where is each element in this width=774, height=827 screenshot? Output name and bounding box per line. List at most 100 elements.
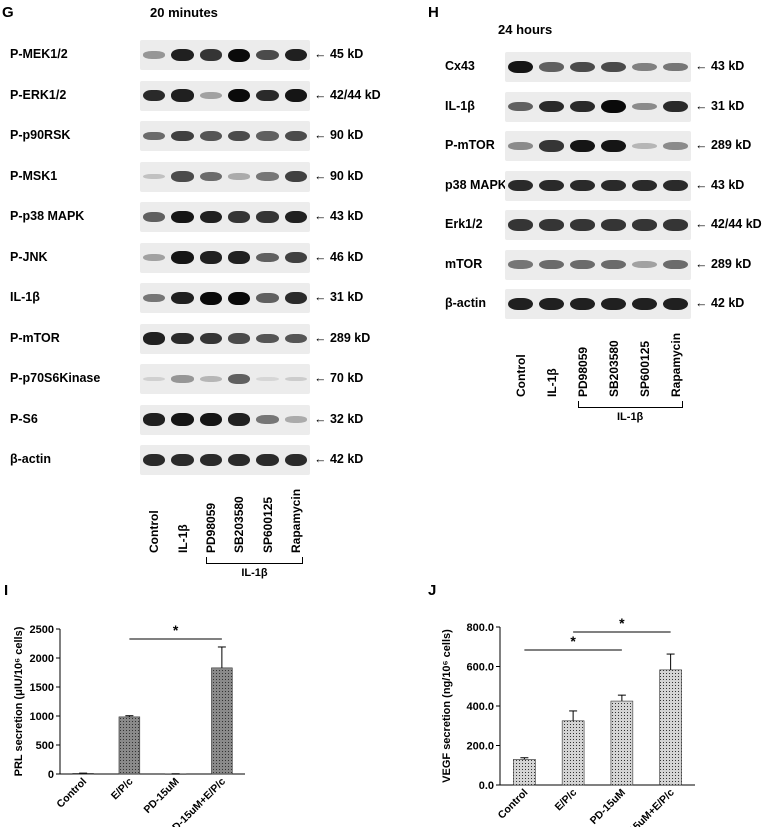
- y-tick-label: 2000: [30, 653, 54, 665]
- blot-band: [539, 297, 564, 311]
- blot-band: [171, 375, 194, 383]
- blot-band: [663, 100, 688, 113]
- lane-label: Rapamycin: [288, 488, 303, 553]
- blot-band: [143, 131, 166, 141]
- blot-band: [256, 293, 279, 303]
- blot-band: [601, 297, 626, 311]
- lane-label: SB203580: [232, 496, 247, 553]
- blot-band: [284, 210, 307, 224]
- blot-band: [256, 89, 279, 102]
- blot-band: [284, 292, 307, 304]
- blot-band: [601, 260, 626, 269]
- blot-band: [228, 413, 251, 426]
- blot-band: [539, 140, 564, 152]
- blot-band: [256, 211, 279, 223]
- blot-row-label: P-ERK1/2: [10, 87, 67, 102]
- blot-row-label: P-MEK1/2: [10, 47, 68, 61]
- blot-band: [228, 374, 251, 384]
- y-tick-label: 800.0: [466, 622, 494, 634]
- blot-band: [570, 260, 595, 269]
- lane-label: PD98059: [575, 346, 590, 397]
- blot-band: [228, 48, 251, 62]
- blot-band: [601, 179, 626, 192]
- blot-band: [508, 101, 533, 112]
- molecular-weight-marker: ← 289 kD: [695, 256, 752, 271]
- x-tick-label: PD-15uM: [588, 786, 628, 826]
- molecular-weight-marker: ← 289 kD: [695, 138, 752, 152]
- significance-asterisk: *: [619, 615, 625, 631]
- y-tick-label: 500: [36, 740, 54, 752]
- blot-strip: [140, 283, 310, 313]
- blot-band: [228, 211, 251, 223]
- blot-band: [284, 252, 307, 263]
- treatment-bracket: [205, 557, 303, 564]
- y-tick-label: 400.0: [466, 701, 494, 713]
- lane-label: PD98059: [203, 502, 218, 553]
- blot-band: [228, 89, 251, 102]
- blot-band: [256, 333, 279, 344]
- y-tick-label: 1000: [30, 711, 54, 723]
- blot-row-label: P-mTOR: [10, 330, 60, 345]
- blot-band: [601, 61, 626, 73]
- molecular-weight-marker: ← 42/44 kD: [695, 217, 762, 231]
- molecular-weight-marker: ← 32 kD: [314, 411, 364, 426]
- panel-g-western-blot: P-MEK1/2 ← 45 kD P-ERK1/2 ← 42/44 kD P-p90RS…: [0, 0, 400, 579]
- blot-band: [663, 142, 688, 150]
- blot-row-label: P-p90RSK: [10, 128, 71, 142]
- molecular-weight-marker: ← 90 kD: [314, 128, 364, 142]
- blot-row-label: P-MSK1: [10, 168, 58, 183]
- blot-band: [199, 172, 222, 181]
- bar: [211, 667, 233, 775]
- blot-band: [228, 251, 251, 264]
- blot-band: [143, 376, 166, 382]
- blot-band: [171, 454, 194, 466]
- lane-label: SB203580: [606, 340, 621, 397]
- blot-band: [539, 219, 564, 231]
- y-tick-label: 0.0: [479, 780, 494, 792]
- significance-asterisk: *: [570, 633, 576, 649]
- blot-band: [601, 219, 626, 231]
- blot-band: [632, 62, 657, 72]
- blot-strip: [140, 80, 310, 111]
- lane-label: IL-1β: [544, 368, 559, 397]
- blot-strip: [505, 52, 691, 82]
- blot-band: [570, 179, 595, 192]
- blot-strip: [140, 445, 310, 475]
- blot-band: [284, 416, 307, 423]
- molecular-weight-marker: ← 43 kD: [695, 177, 745, 192]
- blot-row-label: P-p70S6Kinase: [10, 371, 101, 385]
- blot-band: [570, 219, 595, 231]
- panel-h-western-blot: Cx43 ← 43 kD IL-1β ← 31 kD P-mTOR ← 289 kD p38…: [445, 52, 762, 423]
- molecular-weight-marker: ← 46 kD: [314, 249, 364, 264]
- blot-band: [199, 210, 222, 224]
- x-tick-label: PD-15uM: [141, 775, 181, 815]
- blot-band: [143, 89, 166, 102]
- blot-band: [199, 251, 222, 264]
- x-tick-label: E/P/c: [109, 776, 136, 803]
- blot-band: [570, 100, 595, 113]
- blot-row-label: β-actin: [10, 452, 51, 466]
- blot-band: [171, 171, 194, 182]
- blot-band: [632, 297, 657, 311]
- blot-band: [171, 332, 194, 345]
- blot-band: [171, 291, 194, 305]
- blot-band: [663, 297, 688, 311]
- blot-strip: [505, 289, 691, 319]
- blot-strip: [140, 121, 310, 151]
- bar: [513, 759, 536, 786]
- blot-band: [284, 376, 307, 382]
- blot-row-label: IL-1β: [445, 98, 475, 113]
- treatment-bracket: [577, 401, 683, 408]
- lane-label: Rapamycin: [668, 332, 683, 397]
- blot-band: [284, 48, 307, 62]
- molecular-weight-marker: ← 42/44 kD: [314, 87, 381, 102]
- blot-strip: [140, 404, 310, 435]
- x-tick-label: E/P/c: [553, 787, 580, 814]
- panel-g-letter: G: [2, 4, 14, 21]
- lane-label: SP600125: [260, 496, 275, 553]
- blot-band: [663, 219, 688, 231]
- blot-band: [632, 261, 657, 268]
- blot-band: [199, 131, 222, 141]
- blot-row-label: P-S6: [10, 411, 38, 426]
- blot-row-label: P-mTOR: [445, 138, 495, 152]
